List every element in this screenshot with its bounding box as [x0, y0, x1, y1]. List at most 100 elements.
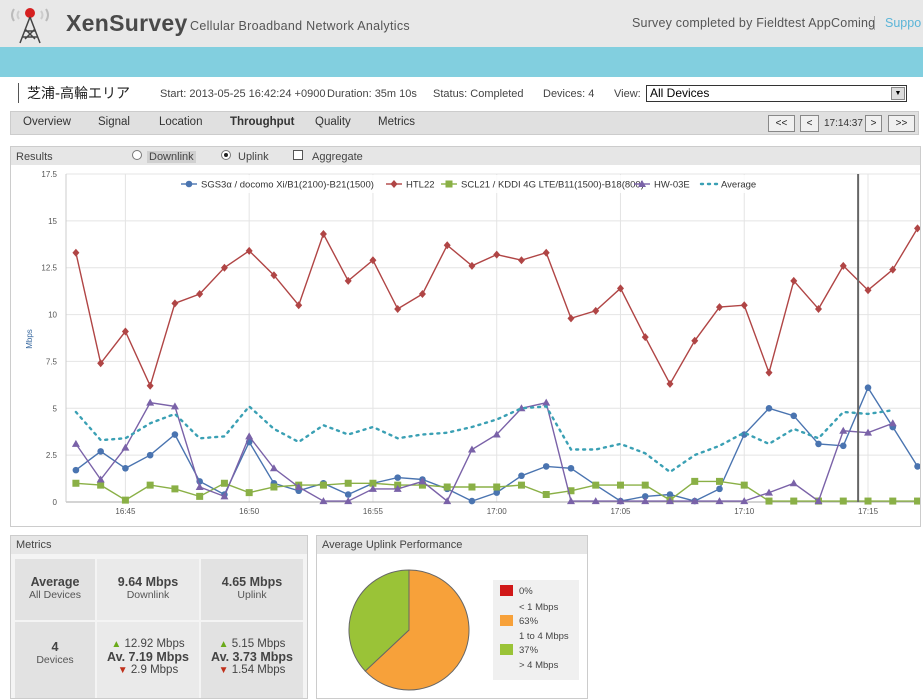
- tab-quality[interactable]: Quality: [315, 116, 351, 128]
- uplink-performance-title: Average Uplink Performance: [317, 536, 587, 554]
- tab-signal[interactable]: Signal: [98, 116, 130, 128]
- data-point: [270, 483, 278, 491]
- pie-legend: 0% < 1 Mbps 63% 1 to 4 Mbps 37% > 4 Mbps: [493, 580, 579, 680]
- data-point: [171, 299, 179, 308]
- downlink-label: Downlink: [126, 589, 170, 601]
- data-point: [566, 497, 575, 505]
- tab-overview[interactable]: Overview: [23, 116, 71, 128]
- data-point: [591, 497, 600, 505]
- data-point: [295, 301, 303, 310]
- tab-location[interactable]: Location: [159, 116, 203, 128]
- tab-bar: Overview Signal Location Throughput Qual…: [10, 111, 919, 135]
- data-point: [815, 440, 822, 448]
- uplink-avg: Av. 3.73 Mbps: [211, 650, 293, 664]
- series-line-average: [74, 404, 894, 474]
- data-point: [344, 276, 352, 285]
- data-point: [146, 381, 154, 390]
- aggregate-checkbox[interactable]: [293, 150, 303, 160]
- data-point: [716, 485, 723, 493]
- legend-swatch-orange: [500, 615, 513, 626]
- average-cell: Average All Devices: [15, 559, 95, 620]
- tab-metrics[interactable]: Metrics: [378, 116, 416, 128]
- data-point: [616, 497, 625, 505]
- metrics-panel: Metrics Average All Devices 9.64 Mbps Do…: [10, 535, 308, 699]
- devices-count: 4: [51, 640, 59, 654]
- data-point: [765, 488, 774, 496]
- metrics-title: Metrics: [11, 536, 307, 554]
- downlink-avg: Av. 7.19 Mbps: [107, 650, 189, 664]
- legend-text: 37%: [519, 645, 539, 656]
- data-point: [220, 263, 228, 272]
- devices-cell: 4 Devices: [15, 622, 95, 698]
- data-point: [740, 497, 749, 505]
- data-point: [72, 466, 80, 474]
- view-select[interactable]: All Devices ▼: [646, 85, 907, 102]
- y-tick-label: 10: [48, 311, 57, 320]
- data-point: [765, 368, 773, 377]
- data-point: [418, 477, 427, 485]
- legend-text: 63%: [519, 616, 539, 627]
- dropdown-arrow-icon[interactable]: ▼: [891, 87, 905, 100]
- data-point: [171, 485, 179, 493]
- data-point: [393, 484, 402, 492]
- data-point: [740, 481, 748, 489]
- data-point: [96, 475, 105, 483]
- data-point: [171, 431, 179, 438]
- first-button[interactable]: <<: [768, 115, 795, 132]
- data-point: [394, 474, 401, 481]
- data-point: [542, 491, 550, 499]
- data-point: [121, 496, 129, 504]
- data-point: [493, 483, 501, 491]
- aggregate-label[interactable]: Aggregate: [312, 151, 363, 163]
- last-button[interactable]: >>: [888, 115, 915, 132]
- down-arrow-icon: ▼: [117, 665, 128, 676]
- support-link[interactable]: Suppo: [874, 16, 921, 30]
- data-point: [146, 481, 154, 489]
- data-point: [814, 497, 823, 505]
- area-name: 芝浦-高輪エリア: [18, 83, 130, 103]
- device-count: Devices: 4: [543, 88, 595, 100]
- data-point: [369, 256, 377, 265]
- downlink-range-cell: ▲ 12.92 Mbps Av. 7.19 Mbps ▼ 2.9 Mbps: [97, 622, 199, 698]
- data-point: [690, 497, 699, 505]
- uplink-label: Uplink: [237, 589, 267, 601]
- data-point: [740, 301, 748, 310]
- uplink-label[interactable]: Uplink: [238, 151, 269, 163]
- data-point: [220, 492, 229, 500]
- data-point: [715, 477, 723, 485]
- x-tick-label: 17:00: [487, 507, 508, 516]
- downlink-radio[interactable]: [132, 150, 142, 160]
- results-header: Results Downlink Uplink Aggregate: [11, 147, 920, 165]
- prev-button[interactable]: <: [800, 115, 819, 132]
- app-header: XenSurvey Cellular Broadband Network Ana…: [0, 0, 923, 47]
- data-point: [493, 489, 501, 496]
- data-point: [245, 246, 253, 255]
- data-point: [269, 464, 278, 472]
- data-point: [492, 430, 501, 438]
- data-point: [691, 336, 699, 345]
- next-button[interactable]: >: [865, 115, 882, 132]
- up-arrow-icon: ▲: [218, 639, 229, 650]
- data-point: [715, 303, 723, 312]
- data-point: [468, 497, 476, 505]
- data-point: [517, 481, 525, 489]
- data-point: [641, 481, 649, 489]
- data-point: [790, 497, 798, 505]
- y-tick-label: 15: [48, 217, 57, 226]
- legend-label: Average: [721, 180, 756, 191]
- data-point: [914, 463, 920, 470]
- tab-throughput[interactable]: Throughput: [230, 116, 295, 128]
- data-point: [245, 432, 254, 440]
- data-point: [839, 497, 847, 505]
- data-point: [394, 304, 402, 313]
- data-point: [542, 248, 550, 257]
- current-time: 17:14:37: [824, 118, 863, 129]
- data-point: [641, 497, 650, 505]
- data-point: [97, 481, 105, 489]
- data-point: [839, 261, 847, 270]
- uplink-radio[interactable]: [221, 150, 231, 160]
- legend-marker: [390, 180, 398, 188]
- uplink-pie-chart: [348, 569, 470, 691]
- downlink-label[interactable]: Downlink: [147, 151, 196, 163]
- data-point: [616, 284, 624, 293]
